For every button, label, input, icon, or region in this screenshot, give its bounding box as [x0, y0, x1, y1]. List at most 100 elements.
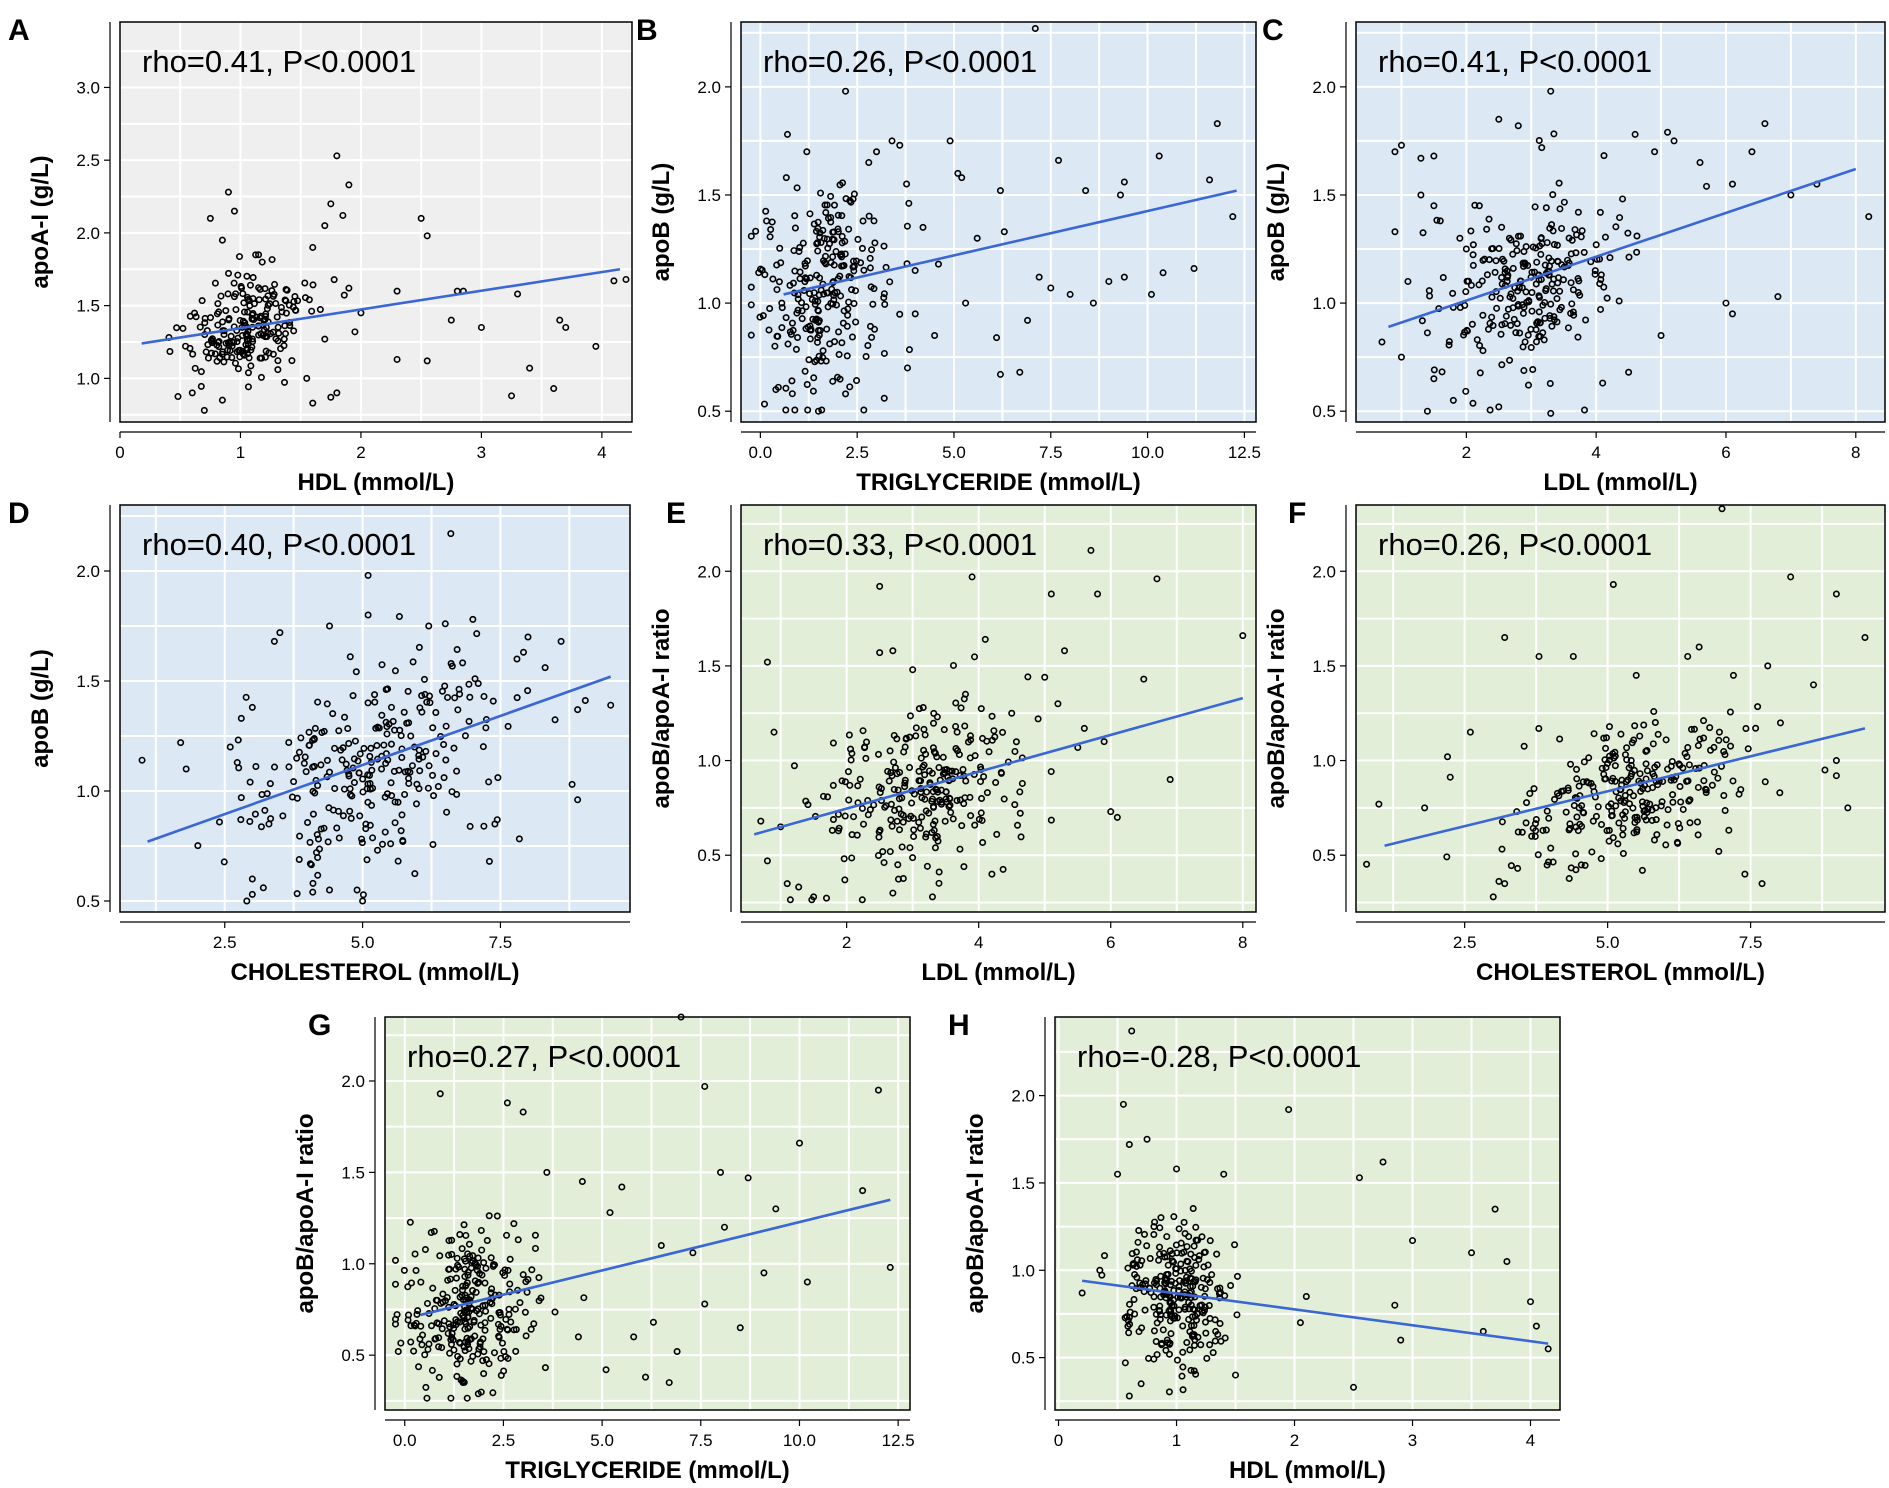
- data-point: [214, 338, 222, 346]
- data-point: [436, 1090, 444, 1098]
- data-point: [1637, 787, 1645, 795]
- data-point: [1625, 800, 1633, 808]
- data-point: [978, 816, 986, 824]
- data-point: [1574, 208, 1582, 216]
- data-point: [1844, 804, 1852, 812]
- panel-letter-c: C: [1262, 14, 1284, 47]
- data-point: [246, 281, 254, 289]
- data-point: [806, 210, 814, 218]
- panel-g: G 0.0 2.5 5.0 7.5 10.0 12.50.51.01.52.0 rho=0…: [292, 1009, 915, 1484]
- data-point: [1787, 573, 1795, 581]
- data-point: [443, 808, 451, 816]
- y-tick-label: 1.0: [76, 369, 100, 388]
- data-point: [300, 759, 308, 767]
- data-point: [1832, 757, 1840, 765]
- y-tick-label: 1.5: [76, 297, 100, 316]
- data-point: [1492, 257, 1500, 265]
- data-point: [445, 1320, 453, 1328]
- data-point: [1134, 1238, 1142, 1246]
- data-point: [843, 322, 851, 330]
- data-point: [1549, 858, 1557, 866]
- data-point: [1165, 1388, 1173, 1396]
- data-point: [1497, 330, 1505, 338]
- data-point: [341, 713, 349, 721]
- x-axis-label: LDL (mmol/L): [921, 959, 1075, 986]
- x-tick-label: 2: [1462, 443, 1471, 462]
- data-point: [931, 749, 939, 757]
- data-point: [783, 130, 791, 138]
- data-point: [966, 732, 974, 740]
- data-point: [459, 1282, 467, 1290]
- data-point: [1231, 1241, 1239, 1249]
- data-point: [326, 886, 334, 894]
- data-point: [440, 1317, 448, 1325]
- data-point: [391, 667, 399, 675]
- data-point: [837, 292, 845, 300]
- data-point: [804, 801, 812, 809]
- data-point: [309, 399, 317, 407]
- data-point: [1633, 232, 1641, 240]
- data-point: [488, 1285, 496, 1293]
- data-point: [421, 690, 429, 698]
- data-point: [303, 374, 311, 382]
- data-point: [383, 790, 391, 798]
- data-point: [973, 234, 981, 242]
- data-point: [453, 1372, 461, 1380]
- data-point: [462, 1282, 470, 1290]
- data-point: [845, 796, 853, 804]
- data-point: [940, 726, 948, 734]
- data-point: [840, 855, 848, 863]
- data-point: [876, 582, 884, 590]
- data-point: [230, 207, 238, 215]
- data-point: [1221, 1334, 1229, 1342]
- data-point: [985, 748, 993, 756]
- data-point: [1531, 268, 1539, 276]
- data-point: [331, 785, 339, 793]
- data-point: [265, 349, 273, 357]
- data-point: [1574, 288, 1582, 296]
- data-point: [408, 762, 416, 770]
- data-point: [441, 682, 449, 690]
- data-point: [977, 763, 985, 771]
- data-point: [1475, 281, 1483, 289]
- data-point: [226, 743, 234, 751]
- panel-letter-a: A: [8, 14, 30, 47]
- data-point: [211, 350, 219, 358]
- data-point: [345, 284, 353, 292]
- data-point: [1679, 805, 1687, 813]
- data-point: [930, 719, 938, 727]
- data-point: [1548, 322, 1556, 330]
- data-point: [1597, 305, 1605, 313]
- data-point: [1525, 297, 1533, 305]
- panel-letter-e: E: [666, 497, 686, 530]
- data-point: [1012, 738, 1020, 746]
- data-point: [673, 1348, 681, 1356]
- data-point: [922, 750, 930, 758]
- data-point: [858, 244, 866, 252]
- data-point: [824, 214, 832, 222]
- data-point: [342, 760, 350, 768]
- data-point: [803, 1278, 811, 1286]
- data-point: [841, 778, 849, 786]
- plot-background: [741, 505, 1256, 912]
- data-point: [1625, 368, 1633, 376]
- data-points: [138, 530, 615, 905]
- data-point: [1574, 275, 1582, 283]
- data-point: [954, 169, 962, 177]
- data-point: [450, 1324, 458, 1332]
- data-point: [796, 243, 804, 251]
- data-point: [1378, 338, 1386, 346]
- data-point: [1534, 851, 1542, 859]
- data-point: [1761, 120, 1769, 128]
- data-point: [1430, 366, 1438, 374]
- data-point: [814, 407, 822, 415]
- data-point: [815, 317, 823, 325]
- data-point: [470, 1316, 478, 1324]
- data-point: [274, 357, 282, 365]
- data-point: [237, 794, 245, 802]
- data-point: [763, 658, 771, 666]
- data-point: [958, 822, 966, 830]
- data-point: [894, 861, 902, 869]
- data-point: [1584, 779, 1592, 787]
- data-point: [812, 316, 820, 324]
